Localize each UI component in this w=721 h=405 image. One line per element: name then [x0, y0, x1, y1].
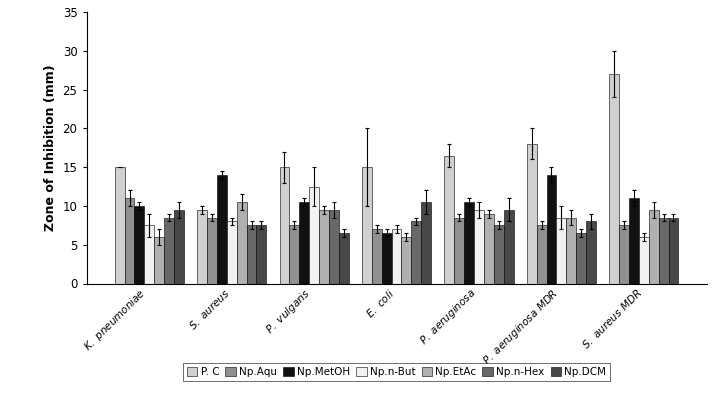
Bar — [309, 187, 319, 284]
Bar — [494, 225, 504, 284]
Bar — [464, 202, 474, 284]
Bar — [547, 175, 557, 284]
Bar — [444, 156, 454, 284]
Bar — [280, 167, 289, 284]
Bar — [135, 206, 144, 284]
Bar — [289, 225, 299, 284]
Bar — [421, 202, 431, 284]
Bar — [247, 225, 257, 284]
Bar — [536, 225, 547, 284]
Bar — [362, 167, 372, 284]
Bar — [144, 225, 154, 284]
Y-axis label: Zone of Inhibition (mm): Zone of Inhibition (mm) — [44, 64, 57, 231]
Bar — [372, 229, 381, 284]
Bar — [412, 222, 421, 284]
Bar — [484, 214, 494, 284]
Bar — [197, 210, 207, 284]
Bar — [557, 217, 566, 284]
Bar — [566, 217, 576, 284]
Bar — [207, 217, 217, 284]
Bar — [115, 167, 125, 284]
Bar — [586, 222, 596, 284]
Bar — [227, 222, 236, 284]
Bar — [125, 198, 135, 284]
Bar — [576, 233, 586, 284]
Bar — [527, 144, 536, 284]
Bar — [629, 198, 639, 284]
Bar — [668, 217, 678, 284]
Bar — [154, 237, 164, 284]
Bar — [639, 237, 649, 284]
Bar — [504, 210, 513, 284]
Bar — [474, 210, 484, 284]
Bar — [392, 229, 402, 284]
Bar — [619, 225, 629, 284]
Bar — [217, 175, 227, 284]
Bar — [257, 225, 266, 284]
Bar — [319, 210, 329, 284]
Bar — [381, 233, 392, 284]
Bar — [658, 217, 668, 284]
Bar — [402, 237, 412, 284]
Bar — [454, 217, 464, 284]
Bar — [339, 233, 349, 284]
Bar — [649, 210, 658, 284]
Bar — [236, 202, 247, 284]
Bar — [299, 202, 309, 284]
Bar — [329, 210, 339, 284]
Bar — [174, 210, 184, 284]
Bar — [164, 217, 174, 284]
Legend: P. C, Np.Aqu, Np.MetOH, Np.n-But, Np.EtAc, Np.n-Hex, Np.DCM: P. C, Np.Aqu, Np.MetOH, Np.n-But, Np.EtA… — [183, 363, 610, 382]
Bar — [609, 74, 619, 283]
